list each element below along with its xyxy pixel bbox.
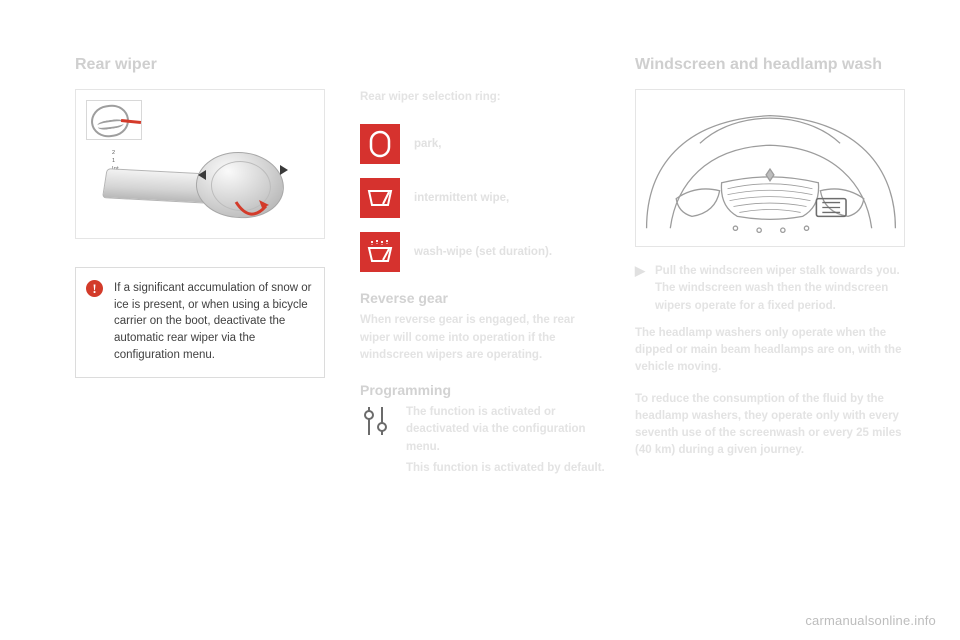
programming-icon [360, 404, 394, 438]
washwipe-icon [360, 232, 400, 272]
steering-wheel-inset [86, 100, 142, 140]
reverse-gear-text: When reverse gear is engaged, the rear w… [360, 312, 605, 364]
footer-source: carmanualsonline.info [805, 613, 936, 628]
wash-para-1: The headlamp washers only operate when t… [635, 325, 905, 377]
wash-para-2: To reduce the consumption of the fluid b… [635, 391, 905, 460]
rotation-arrow-icon [230, 198, 270, 224]
wash-bullet-text: Pull the windscreen wiper stalk towards … [655, 263, 905, 315]
windscreen-wash-heading: Windscreen and headlamp wash [635, 55, 905, 75]
mode-row-washwipe: wash-wipe (set duration). [360, 232, 605, 272]
mode-row-intermittent: intermittent wipe, [360, 178, 605, 218]
intermittent-icon [360, 178, 400, 218]
programming-heading: Programming [360, 382, 605, 398]
mode-row-park: park, [360, 124, 605, 164]
mode-label: intermittent wipe, [414, 192, 509, 204]
selection-ring-intro: Rear wiper selection ring: [360, 89, 605, 106]
park-icon [360, 124, 400, 164]
mode-list: park, intermittent wipe, [360, 124, 605, 272]
warning-text: If a significant accumulation of snow or… [114, 280, 312, 363]
left-arrow-icon [198, 170, 206, 180]
programming-text-2: This function is activated by default. [406, 460, 605, 477]
car-front-figure [635, 89, 905, 247]
right-arrow-icon [280, 165, 288, 175]
mode-label: wash-wipe (set duration). [414, 246, 552, 258]
reverse-gear-heading: Reverse gear [360, 290, 605, 306]
warning-icon: ! [86, 280, 103, 297]
warning-notice: ! If a significant accumulation of snow … [75, 267, 325, 378]
programming-text-1: The function is activated or deactivated… [406, 404, 605, 456]
stalk-figure: 2 1 Int 0 AUTO [75, 89, 325, 239]
mode-label: park, [414, 138, 442, 150]
bullet-arrow-icon: ▶ [635, 263, 645, 315]
rear-wiper-heading: Rear wiper [75, 55, 330, 75]
